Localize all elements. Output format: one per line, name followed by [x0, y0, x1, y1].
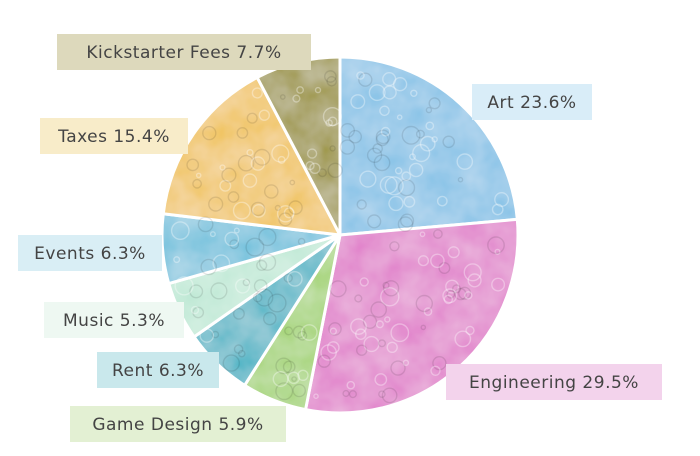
pie-label-text: Rent 6.3% [112, 361, 204, 381]
pie-label-engineering: Engineering 29.5% [446, 364, 662, 400]
pie-label-events: Events 6.3% [18, 235, 162, 271]
pie-slice-taxes [161, 75, 342, 237]
pie-label-background [97, 352, 219, 388]
pie-label-background [40, 118, 188, 154]
pie-slice-art [338, 55, 519, 237]
pie-label-text: Game Design 5.9% [92, 415, 263, 435]
pie-label-music: Music 5.3% [44, 302, 184, 338]
pie-label-kickstarter-fees: Kickstarter Fees 7.7% [57, 34, 311, 70]
pie-label-text: Engineering 29.5% [469, 373, 639, 393]
pie-label-text: Events 6.3% [34, 244, 146, 264]
pie-label-background [57, 34, 311, 70]
pie-slices [160, 55, 520, 415]
pie-labels: Art 23.6% Engineering 29.5% Game Design 5.… [18, 34, 662, 442]
pie-label-game-design: Game Design 5.9% [70, 406, 286, 442]
pie-label-taxes: Taxes 15.4% [40, 118, 188, 154]
pie-label-text: Taxes 15.4% [57, 127, 170, 147]
pie-label-background [472, 84, 592, 120]
pie-label-text: Music 5.3% [63, 311, 165, 331]
pie-label-text: Art 23.6% [487, 93, 576, 113]
pie-label-background [18, 235, 162, 271]
pie-label-background [44, 302, 184, 338]
pie-label-background [446, 364, 662, 400]
pie-label-art: Art 23.6% [472, 84, 592, 120]
pie-texture [170, 70, 510, 404]
pie-label-text: Kickstarter Fees 7.7% [86, 43, 281, 63]
pie-label-background [70, 406, 286, 442]
pie-label-rent: Rent 6.3% [97, 352, 219, 388]
